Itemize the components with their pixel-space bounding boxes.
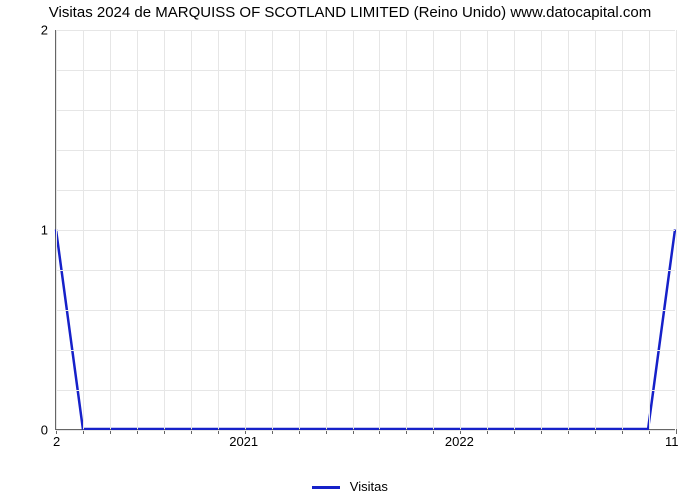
x-axis-labels: 2021 2022 <box>55 434 675 452</box>
y-tick-label: 1 <box>41 223 48 238</box>
x-tick-label: 2021 <box>229 434 258 449</box>
visits-chart: Visitas 2024 de MARQUISS OF SCOTLAND LIM… <box>0 0 700 500</box>
x-tick-label: 2022 <box>445 434 474 449</box>
y-tick-label: 0 <box>41 423 48 438</box>
x-end-label: 11 <box>665 434 679 449</box>
legend-swatch <box>312 486 340 489</box>
legend: Visitas <box>0 479 700 494</box>
y-axis-labels: 012 <box>0 30 50 430</box>
x-start-label: 2 <box>53 434 60 449</box>
legend-label: Visitas <box>350 479 388 494</box>
plot-area <box>55 30 675 430</box>
chart-title: Visitas 2024 de MARQUISS OF SCOTLAND LIM… <box>0 4 700 21</box>
y-tick-label: 2 <box>41 23 48 38</box>
